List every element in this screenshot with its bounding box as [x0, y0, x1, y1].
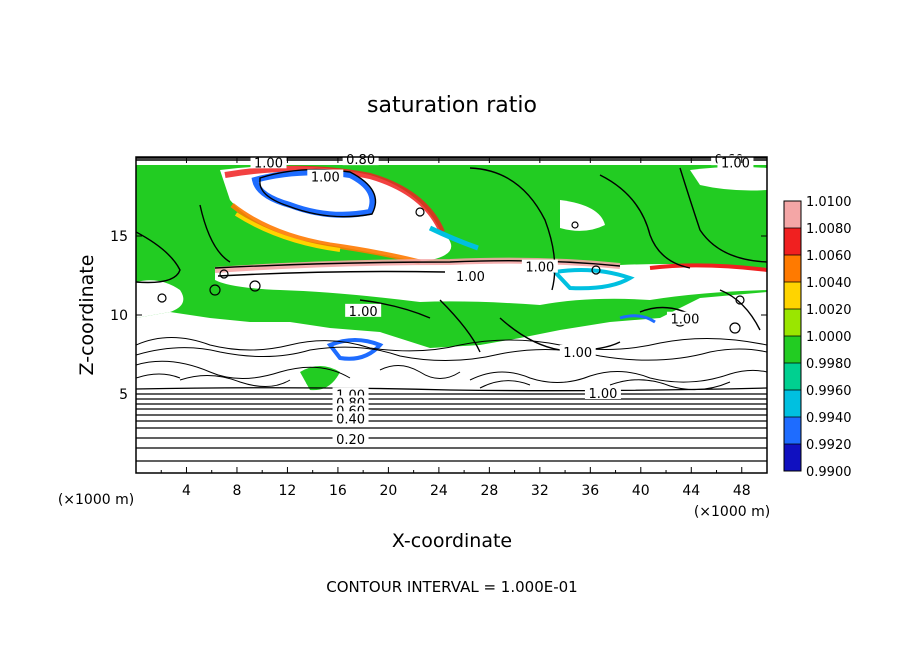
contour-label: 1.00 [349, 305, 378, 320]
colorbar-label: 1.0060 [806, 249, 852, 264]
colorbar-label: 0.9960 [806, 384, 852, 399]
contour-lines-upper [136, 157, 767, 353]
colorbar-label: 0.9920 [806, 438, 852, 453]
contour-label-bg [717, 155, 754, 169]
field-green-lower-left [300, 366, 340, 391]
contour-label: 0.40 [336, 412, 365, 427]
contour-lines-cloud-layer [136, 337, 767, 391]
field-rim-yellow [234, 212, 341, 252]
x-axis: 4 8 12 16 20 24 28 32 36 40 44 48 [160, 157, 751, 499]
x-tick-label: 20 [379, 483, 397, 499]
colorbar-swatch [784, 228, 801, 255]
contour-label: 1.00 [456, 270, 485, 285]
x-unit-right: (×1000 m) [694, 504, 770, 520]
contour-label: 1.00 [311, 171, 340, 186]
colorbar-swatch [784, 363, 801, 390]
contour-label-bg [584, 386, 621, 399]
field-blue-patch-cyan [428, 225, 479, 251]
contour-label-bg [452, 269, 489, 283]
field-rim-orange [230, 203, 421, 265]
contour-label: 1.00 [721, 156, 750, 171]
x-tick-label: 32 [531, 483, 549, 499]
y-tick-label: 5 [119, 387, 128, 403]
contour-label-bg [521, 259, 558, 273]
contour-label-bg [307, 169, 344, 183]
field-blue-patch-lower2 [619, 314, 656, 324]
colorbar-label: 1.0020 [806, 303, 852, 318]
contour-label-bg [666, 311, 703, 325]
colorbar-swatch [784, 282, 801, 309]
field-region-white-left [136, 280, 184, 318]
contour-label: 1.00 [254, 156, 283, 171]
contour-label: 1.00 [588, 387, 617, 402]
contour-label: 1.00 [563, 346, 592, 361]
y-axis-label: Z-coordinate [76, 255, 98, 376]
contour-label-bg [345, 303, 382, 317]
colorbar-swatch [784, 255, 801, 282]
contour-label-bg [342, 152, 379, 166]
plot-area [136, 157, 767, 473]
contour-label: 1.00 [525, 261, 554, 276]
colorbar-swatch [784, 309, 801, 336]
colorbar-label: 1.0040 [806, 276, 852, 291]
colorbar-swatch [784, 201, 801, 228]
x-unit-left: (×1000 m) [58, 492, 134, 508]
chart-title: saturation ratio [367, 93, 537, 118]
contour-interval-note: CONTOUR INTERVAL = 1.000E-01 [326, 578, 577, 596]
x-tick-label: 28 [480, 483, 498, 499]
contour-label: 1.00 [670, 313, 699, 328]
x-axis-label: X-coordinate [392, 530, 512, 552]
x-tick-label: 36 [581, 483, 599, 499]
contour-label: 0.20 [336, 433, 365, 448]
field-rim-red [224, 165, 445, 234]
colorbar-label: 0.9980 [806, 357, 852, 372]
colorbar: 1.0100 1.0080 1.0060 1.0040 1.0020 1.0000 0.99… [783, 195, 852, 480]
x-tick-label: 40 [632, 483, 650, 499]
y-tick-label: 15 [110, 229, 128, 245]
x-tick-label: 44 [682, 483, 700, 499]
field-rim-red-right [649, 263, 767, 272]
contour-label-bg [332, 411, 369, 425]
colorbar-swatch [784, 390, 801, 417]
x-tick-label: 48 [733, 483, 751, 499]
x-tick-label: 8 [232, 483, 241, 499]
x-tick-label: 4 [182, 483, 191, 499]
colorbar-label: 0.9900 [806, 465, 852, 480]
field-blue-patch-lower [326, 338, 384, 361]
contour-label-bg [559, 344, 596, 358]
x-tick-label: 24 [430, 483, 448, 499]
x-tick-label: 12 [279, 483, 297, 499]
field-region-white-right [690, 166, 767, 191]
field-blue-patch-right [550, 268, 635, 291]
contour-label: 0.80 [346, 153, 375, 168]
colorbar-swatch [784, 417, 801, 444]
field-region-white-mid [560, 200, 605, 231]
colorbar-swatch [784, 336, 801, 363]
y-tick-label: 10 [110, 308, 128, 324]
colorbar-swatch [784, 444, 801, 471]
y-axis: 5 10 15 [110, 229, 767, 403]
x-tick-label: 16 [329, 483, 347, 499]
contour-label-bg [332, 431, 369, 445]
colorbar-label: 1.0080 [806, 222, 852, 237]
colorbar-label: 1.0000 [806, 330, 852, 345]
colorbar-label: 0.9940 [806, 411, 852, 426]
contour-lines-stable-layer [136, 387, 767, 462]
contour-label-bg [250, 155, 287, 169]
colorbar-label: 1.0100 [806, 195, 852, 210]
